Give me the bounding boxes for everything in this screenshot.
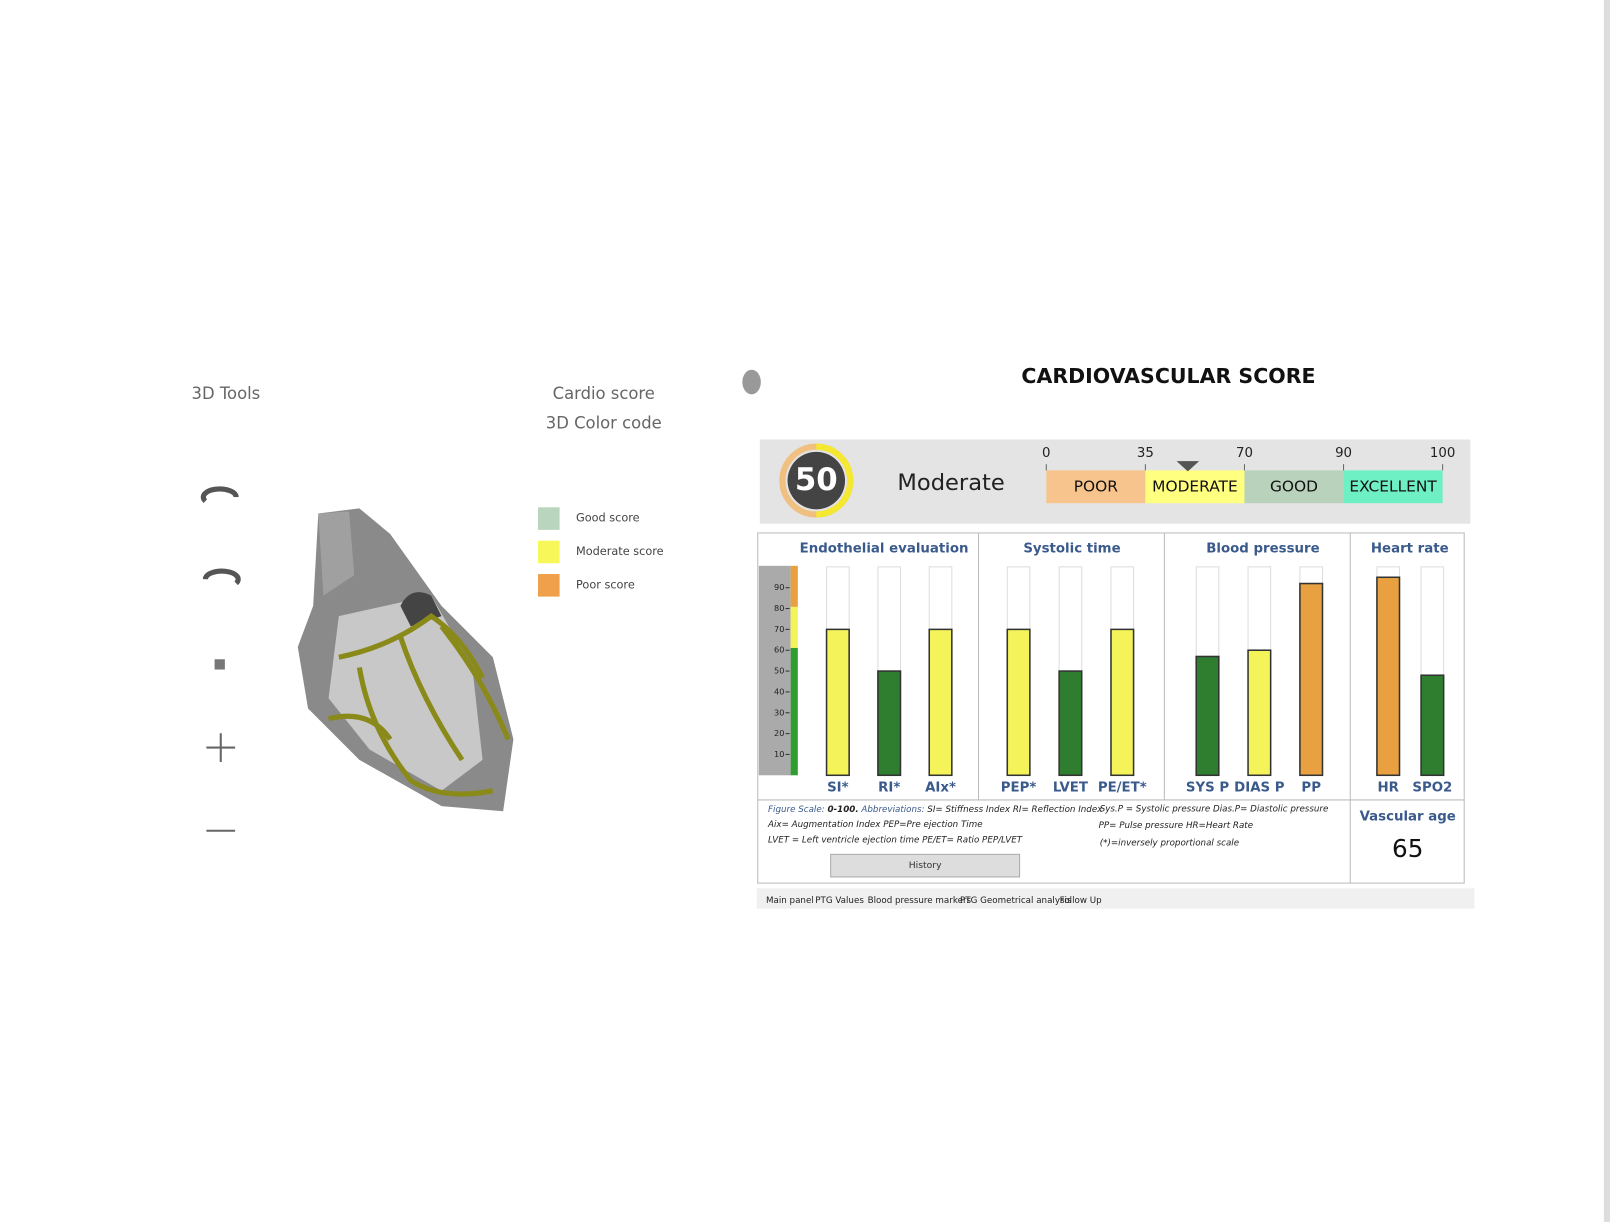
x-tick-label: PEP* <box>1001 781 1037 796</box>
bar <box>1195 655 1220 777</box>
y-tick-label: 70 <box>774 624 784 634</box>
axis-color-poor <box>790 565 798 607</box>
bar <box>928 628 953 777</box>
color-code-title: Cardio score <box>553 384 655 403</box>
note: Abbreviations: <box>860 805 924 815</box>
group-title: Heart rate <box>1371 541 1449 556</box>
stop-button[interactable] <box>214 659 225 670</box>
x-tick-label: LVET <box>1053 781 1089 796</box>
tools-title: 3D Tools <box>192 384 261 403</box>
note: Figure Scale: <box>768 805 825 815</box>
scale-segment <box>1145 470 1245 504</box>
scale-tick-label: 100 <box>1430 446 1455 461</box>
tab-bar <box>756 888 1475 909</box>
legend-label: Good score <box>576 512 640 525</box>
zoom-in[interactable] <box>206 733 236 762</box>
note: PP= Pulse pressure HR=Heart Rate <box>1099 821 1253 831</box>
vascular-age-value: 65 <box>1392 834 1423 863</box>
svg-text:Figure Scale: 0-100. Abbreviat: Figure Scale: 0-100. Abbreviations: SI= … <box>768 805 1103 815</box>
legend-swatch <box>538 540 560 564</box>
score-marker <box>1176 461 1200 472</box>
legend-swatch <box>538 507 560 530</box>
x-tick-label: SPO2 <box>1412 781 1452 796</box>
y-tick-label: 90 <box>774 582 784 592</box>
bar <box>877 670 902 777</box>
color-code-title: 3D Color code <box>546 414 662 433</box>
x-tick-label: RI* <box>878 781 900 796</box>
scale-segment <box>1244 470 1344 504</box>
x-tick-label: HR <box>1378 781 1399 796</box>
history-button[interactable] <box>830 853 1021 878</box>
group-title: Systolic time <box>1023 541 1120 556</box>
legend-swatch <box>538 574 560 597</box>
axis-strip <box>758 565 791 776</box>
note: Aix= Augmentation Index PEP=Pre ejection… <box>767 820 983 830</box>
tab[interactable]: Main panel <box>766 896 814 906</box>
legend-label: Poor score <box>576 578 635 591</box>
scale-tick-label: 90 <box>1335 446 1352 461</box>
bar <box>1058 670 1083 777</box>
note: SI= Stiffness Index RI= Reflection Index <box>927 805 1103 815</box>
y-tick-label: 20 <box>774 728 784 738</box>
scale-segment <box>1343 470 1443 504</box>
x-tick-label: DIAS P <box>1234 781 1285 796</box>
heart-model <box>297 508 514 812</box>
x-tick-label: AIx* <box>925 781 956 796</box>
scale-segment-label: MODERATE <box>1152 477 1238 495</box>
group-title: Blood pressure <box>1206 541 1319 556</box>
vascular-age-label: Vascular age <box>1360 809 1456 824</box>
x-tick-label: PE/ET* <box>1098 781 1147 796</box>
bar <box>825 628 850 777</box>
axis-color-good <box>790 647 798 776</box>
score-label: Moderate <box>897 470 1004 496</box>
tab[interactable]: Follow Up <box>1060 896 1103 906</box>
scrollbar <box>1603 0 1610 1222</box>
group-title: Endothelial evaluation <box>800 541 969 556</box>
y-tick-label: 10 <box>774 749 784 759</box>
scale-tick-label: 0 <box>1042 446 1050 461</box>
y-tick-label: 60 <box>774 645 784 655</box>
history-label: History <box>909 860 942 871</box>
tab[interactable]: PTG Values <box>815 896 864 906</box>
heart-icon <box>742 369 761 395</box>
scale-segment-label: POOR <box>1074 477 1119 495</box>
note: Sys.P = Systolic pressure Dias.P= Diasto… <box>1100 805 1329 815</box>
notes: Figure Scale: 0-100. Abbreviations: SI= … <box>767 805 1328 849</box>
tool-icons <box>200 486 241 586</box>
panel-dividers <box>757 532 1465 884</box>
bar <box>1420 674 1445 777</box>
axis-color-moderate <box>790 606 798 648</box>
tab[interactable]: Blood pressure markers <box>868 896 972 906</box>
x-tick-label: PP <box>1301 781 1321 796</box>
bar <box>1376 576 1401 777</box>
scale-segment <box>1046 470 1146 504</box>
x-tick-label: SYS P <box>1186 781 1229 796</box>
note: (*)=inversely proportional scale <box>1100 839 1239 849</box>
bar <box>1247 649 1272 777</box>
note: LVET = Left ventricle ejection time PE/E… <box>768 835 1023 845</box>
y-tick-label: 50 <box>774 666 784 676</box>
score-arc <box>816 443 854 518</box>
x-tick-label: SI* <box>827 781 849 796</box>
rotate-right[interactable] <box>200 486 239 504</box>
y-tick-label: 80 <box>774 603 784 613</box>
bar <box>1006 628 1031 777</box>
y-tick-label: 30 <box>774 707 784 717</box>
tab[interactable]: PTG Geometrical analysis <box>960 896 1072 906</box>
scale-segment-label: GOOD <box>1270 477 1318 495</box>
scale-tick-label: 35 <box>1137 446 1154 461</box>
score-value: 50 <box>795 462 838 498</box>
scale-segment-label: EXCELLENT <box>1349 477 1437 495</box>
score-disc <box>787 451 846 510</box>
note: 0-100. <box>827 805 858 815</box>
y-tick-label: 40 <box>774 686 784 696</box>
chart-title: CARDIOVASCULAR SCORE <box>1021 364 1315 388</box>
rotate-left[interactable] <box>202 568 241 586</box>
scale-tick-label: 70 <box>1236 446 1253 461</box>
bar <box>1299 582 1324 777</box>
bar <box>1110 628 1135 777</box>
legend-label: Moderate score <box>576 545 664 558</box>
